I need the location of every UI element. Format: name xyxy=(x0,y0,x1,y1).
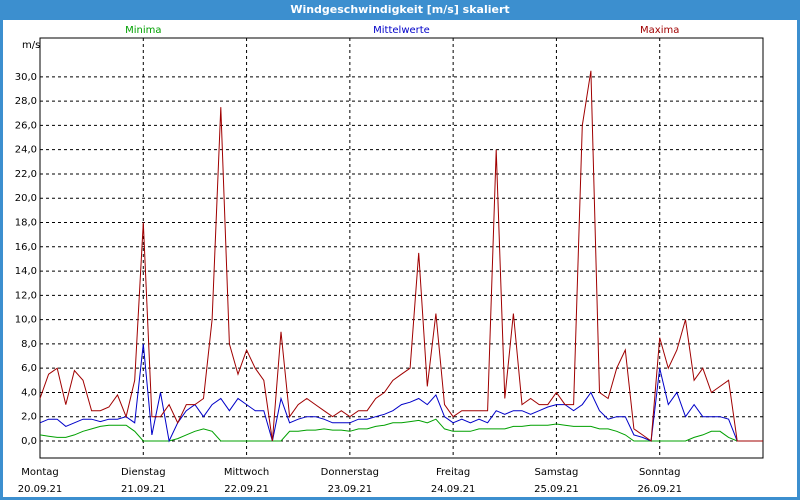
x-tick-date: 25.09.21 xyxy=(534,484,579,495)
y-tick-label: 4,0 xyxy=(21,387,37,398)
x-tick-label: Mittwoch xyxy=(224,467,269,478)
series-line xyxy=(39,343,763,443)
chart-title: Windgeschwindigkeit [m/s] skaliert xyxy=(290,3,509,16)
x-tick-date: 23.09.21 xyxy=(328,484,373,495)
x-tick-date: 22.09.21 xyxy=(224,484,269,495)
y-tick-label: 14,0 xyxy=(15,266,37,277)
y-tick-label: 2,0 xyxy=(21,412,37,423)
y-tick-label: 8,0 xyxy=(21,339,37,350)
y-tick-label: 28,0 xyxy=(15,96,37,107)
y-tick-label: 10,0 xyxy=(15,315,37,326)
x-tick-date: 21.09.21 xyxy=(121,484,166,495)
y-tick-label: 20,0 xyxy=(15,193,37,204)
x-tick-date: 26.09.21 xyxy=(637,484,682,495)
series-line xyxy=(39,70,763,442)
series-line xyxy=(39,418,763,442)
x-tick-label: Freitag xyxy=(436,467,470,478)
x-tick-label: Donnerstag xyxy=(321,467,379,478)
y-tick-label: 0,0 xyxy=(21,436,37,447)
y-tick-label: 16,0 xyxy=(15,242,37,253)
y-axis-label: m/s xyxy=(22,40,40,51)
y-tick-label: 22,0 xyxy=(15,169,37,180)
x-tick-date: 24.09.21 xyxy=(431,484,476,495)
legend-entry: Minima xyxy=(125,25,161,36)
x-tick-label: Montag xyxy=(21,467,58,478)
legend-entry: Maxima xyxy=(640,25,679,36)
x-tick-label: Dienstag xyxy=(121,467,166,478)
y-tick-label: 6,0 xyxy=(21,363,37,374)
x-tick-label: Sonntag xyxy=(639,467,681,478)
x-tick-label: Samstag xyxy=(535,467,579,478)
y-tick-label: 18,0 xyxy=(15,218,37,229)
legend-entry: Mittelwerte xyxy=(373,25,430,36)
y-tick-label: 30,0 xyxy=(15,72,37,83)
x-tick-date: 20.09.21 xyxy=(18,484,63,495)
y-tick-label: 12,0 xyxy=(15,290,37,301)
y-tick-label: 24,0 xyxy=(15,145,37,156)
y-tick-label: 26,0 xyxy=(15,120,37,131)
